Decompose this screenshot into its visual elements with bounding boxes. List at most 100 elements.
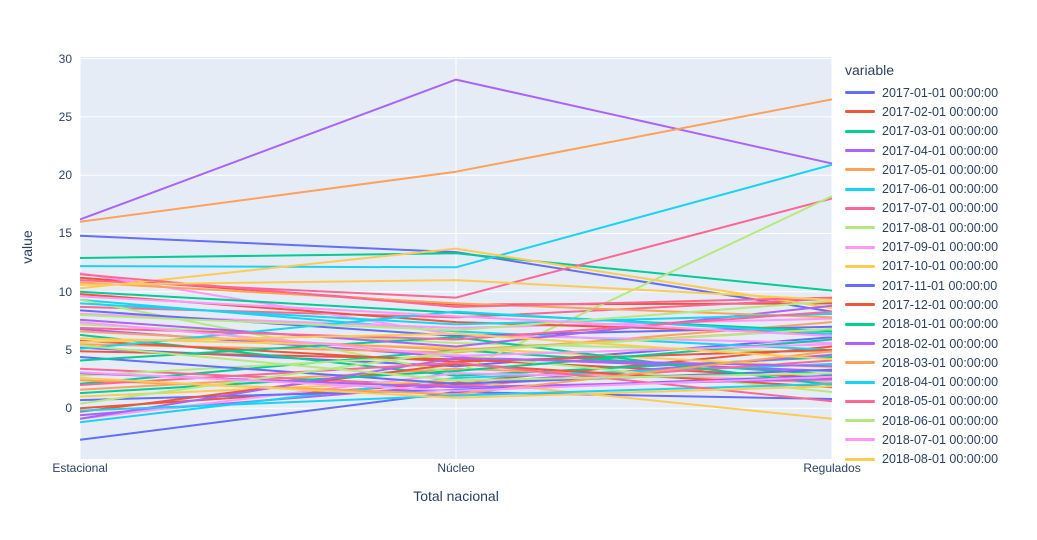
legend-color-line [845,91,875,95]
legend-item-label: 2018-03-01 00:00:00 [882,355,999,370]
series-line [80,234,832,313]
y-tick-label-30: 30 [58,51,72,66]
legend-item-label: 2017-08-01 00:00:00 [882,220,999,235]
legend-item[interactable]: 2017-12-01 00:00:00 [845,295,1035,314]
series-line [80,163,832,269]
legend-item-label: 2018-06-01 00:00:00 [882,413,999,428]
legend-item[interactable]: 2017-10-01 00:00:00 [845,257,1035,276]
y-tick-label-10: 10 [58,284,72,299]
legend-item[interactable]: 2017-06-01 00:00:00 [845,179,1035,198]
legend-color-line [845,322,875,326]
legend-color-line [845,110,875,114]
legend-color-line [845,129,875,133]
legend-item[interactable]: 2017-07-01 00:00:00 [845,199,1035,218]
legend-color-line [845,245,875,249]
x-tick-label-1: Núcleo [437,461,475,475]
legend-item[interactable]: 2018-01-01 00:00:00 [845,315,1035,334]
legend-item[interactable]: 2018-02-01 00:00:00 [845,334,1035,353]
series-line [80,78,832,221]
series-line [80,281,832,319]
series-line [80,304,832,348]
series-line [80,377,832,399]
legend-color-line [845,438,875,442]
legend-item-label: 2017-12-01 00:00:00 [882,297,999,312]
legend-item-label: 2018-02-01 00:00:00 [882,336,999,351]
legend-color-line [845,264,875,268]
series-line [80,391,832,441]
series-line [80,310,832,350]
legend-item[interactable]: 2017-05-01 00:00:00 [845,160,1035,179]
series-line [80,310,832,341]
series-line [80,363,832,413]
series-line [80,350,832,379]
legend-item[interactable]: 2017-08-01 00:00:00 [845,218,1035,237]
legend-item[interactable]: 2017-03-01 00:00:00 [845,122,1035,141]
series-line [80,371,832,392]
x-tick-label-0: Estacional [52,461,108,475]
legend-title: variable [845,62,895,78]
series-lines-group [80,78,832,441]
legend-color-line [845,226,875,230]
series-line [80,356,832,385]
legend-item-label: 2017-04-01 00:00:00 [882,143,999,158]
series-line [80,328,832,405]
legend-item-label: 2018-05-01 00:00:00 [882,394,999,409]
legend-item[interactable]: 2018-03-01 00:00:00 [845,353,1035,372]
legend-items: 2017-01-01 00:00:00 2017-02-01 00:00:00 20… [845,83,1035,469]
series-line [80,357,832,420]
legend-item[interactable]: 2018-06-01 00:00:00 [845,411,1035,430]
series-line [80,252,832,292]
series-line [80,295,832,337]
series-line [80,339,832,363]
legend-item[interactable]: 2017-11-01 00:00:00 [845,276,1035,295]
series-line [80,279,832,301]
series-line [80,345,832,410]
series-line [80,302,832,326]
series-line [80,273,832,308]
legend-color-line [845,187,875,191]
legend-color-line [845,399,875,403]
legend-item[interactable]: 2018-07-01 00:00:00 [845,430,1035,449]
series-line [80,300,832,332]
x-tick-label-2: Regulados [803,461,861,475]
legend-color-line [845,380,875,384]
legend-color-line [845,149,875,153]
y-tick-label-15: 15 [58,226,72,241]
legend-color-line [845,361,875,365]
legend-item[interactable]: 2017-09-01 00:00:00 [845,237,1035,256]
legend: variable 2017-01-01 00:00:00 2017-02-01 0… [845,62,1035,469]
series-line [80,321,832,357]
legend-item[interactable]: 2018-04-01 00:00:00 [845,372,1035,391]
legend-item-label: 2017-02-01 00:00:00 [882,104,999,119]
legend-item-label: 2018-07-01 00:00:00 [882,432,999,447]
legend-item-label: 2017-10-01 00:00:00 [882,259,999,274]
legend-item[interactable]: 2017-04-01 00:00:00 [845,141,1035,160]
legend-color-line [845,206,875,210]
y-axis-title: value [19,230,35,264]
legend-color-line [845,419,875,423]
legend-color-line [845,457,875,461]
y-tick-label-0: 0 [65,401,72,416]
legend-color-line [845,303,875,307]
legend-item[interactable]: 2017-02-01 00:00:00 [845,102,1035,121]
series-line [80,247,832,310]
legend-color-line [845,284,875,288]
legend-item-label: 2017-01-01 00:00:00 [882,85,999,100]
series-line [80,272,832,344]
legend-item[interactable]: 2018-05-01 00:00:00 [845,392,1035,411]
series-line [80,336,832,386]
y-tick-label-5: 5 [65,343,72,358]
legend-item-label: 2017-09-01 00:00:00 [882,240,999,255]
y-tick-label-25: 25 [58,109,72,124]
legend-item-label: 2018-08-01 00:00:00 [882,452,999,467]
legend-item-label: 2017-11-01 00:00:00 [882,278,998,293]
series-line [80,344,832,382]
legend-item-label: 2017-07-01 00:00:00 [882,201,999,216]
legend-item-label: 2017-06-01 00:00:00 [882,182,999,197]
series-line [80,372,832,420]
legend-item[interactable]: 2017-01-01 00:00:00 [845,83,1035,102]
series-line [80,332,832,361]
legend-item-label: 2017-03-01 00:00:00 [882,124,999,139]
legend-item[interactable]: 2018-08-01 00:00:00 [845,450,1035,469]
